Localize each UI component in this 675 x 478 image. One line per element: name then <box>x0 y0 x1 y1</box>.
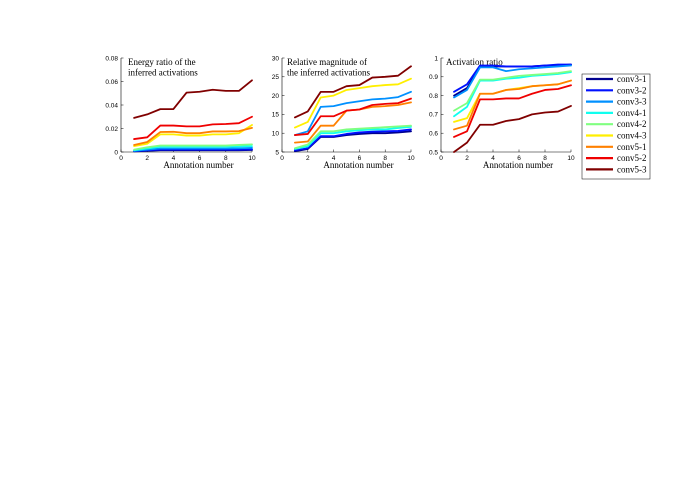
series-line-conv4-1 <box>133 145 253 152</box>
y-tick-label: 0 <box>114 149 118 156</box>
legend-box <box>581 73 651 180</box>
series-line-conv4-2 <box>133 143 253 151</box>
legend-label: conv3-3 <box>617 97 647 107</box>
y-tick-label: 20 <box>272 93 280 100</box>
x-tick-label: 10 <box>407 155 415 162</box>
series-line-conv5-1 <box>453 79 572 131</box>
x-tick-label: 4 <box>491 155 495 162</box>
x-tick-label: 8 <box>383 155 387 162</box>
y-tick-label: 10 <box>272 131 280 138</box>
series-line-conv5-1 <box>133 127 253 146</box>
series-line-conv4-3 <box>293 77 412 129</box>
x-tick-label: 6 <box>358 155 362 162</box>
y-tick-label: 0.9 <box>429 74 438 81</box>
legend-label: conv3-2 <box>617 85 647 95</box>
x-tick-label: 6 <box>517 155 521 162</box>
series-line-conv5-3 <box>293 65 412 119</box>
y-tick-label: 1 <box>434 55 438 62</box>
chart-title-line: Energy ratio of the <box>128 57 196 67</box>
x-tick-label: 6 <box>198 155 202 162</box>
chart-panel-2: 5 10 15 20 25 30 0 2 4 6 8 10 Annotation number Relat… <box>272 55 415 170</box>
series-line-conv3-3 <box>133 146 253 152</box>
x-tick-label: 2 <box>145 155 149 162</box>
series-line-conv3-3 <box>453 64 572 99</box>
x-axis-label: Annotation number <box>163 160 233 170</box>
series-line-conv4-1 <box>293 125 412 150</box>
series-line-conv5-2 <box>293 97 412 136</box>
y-tick-label: 0.6 <box>429 131 438 138</box>
chart-title-line: inferred activations <box>128 68 198 78</box>
y-tick-label: 0.02 <box>105 126 118 133</box>
x-tick-label: 8 <box>543 155 547 162</box>
series-line-conv5-3 <box>133 79 253 119</box>
legend-label: conv4-3 <box>617 131 647 141</box>
series-line-conv4-2 <box>453 70 572 112</box>
chart-title: Energy ratio of the inferred activations <box>128 57 198 78</box>
chart-title-line: Activation ratio <box>446 57 503 67</box>
series-line-conv3-3 <box>293 90 412 136</box>
x-tick-label: 4 <box>332 155 336 162</box>
series-line-conv3-2 <box>293 128 412 152</box>
x-tick-label: 0 <box>280 155 284 162</box>
series-line-conv5-2 <box>133 115 253 140</box>
x-tick-label: 2 <box>465 155 469 162</box>
y-tick-label: 0.04 <box>105 102 118 109</box>
y-tick-label: 0.7 <box>429 112 438 119</box>
legend-label: conv3-1 <box>617 74 647 84</box>
y-tick-label: 0.8 <box>429 93 438 100</box>
legend-label: conv4-1 <box>617 108 647 118</box>
x-axis-label: Annotation number <box>483 160 553 170</box>
y-tick-label: 30 <box>272 55 280 62</box>
y-tick-label: 0.5 <box>429 149 438 156</box>
legend-label: conv5-2 <box>617 153 647 163</box>
x-tick-label: 10 <box>248 155 256 162</box>
chart-panel-1: 0 0.02 0.04 0.06 0.08 0 2 4 6 8 10 Annotation numbe… <box>105 55 256 170</box>
y-tick-label: 0.08 <box>105 55 118 62</box>
series-line-conv3-1 <box>453 63 572 97</box>
x-axis-label: Annotation number <box>323 160 393 170</box>
y-tick-label: 15 <box>272 112 280 119</box>
chart-title-line: Relative magnitude of <box>287 57 367 67</box>
series-line-conv4-2 <box>293 124 412 150</box>
series-line-conv5-3 <box>453 105 572 153</box>
y-tick-label: 5 <box>275 149 279 156</box>
y-tick-label: 0.06 <box>105 79 118 86</box>
x-tick-label: 10 <box>567 155 575 162</box>
legend-label: conv4-2 <box>617 119 647 129</box>
chart-title-line: the inferred activations <box>287 68 370 78</box>
series-line-conv5-2 <box>453 84 572 138</box>
x-tick-label: 8 <box>224 155 228 162</box>
x-tick-label: 4 <box>172 155 176 162</box>
x-tick-label: 0 <box>439 155 443 162</box>
chart-title: Activation ratio <box>446 57 503 67</box>
x-tick-label: 2 <box>306 155 310 162</box>
series-line-conv4-1 <box>453 71 572 118</box>
series-line-conv3-2 <box>453 63 572 93</box>
y-tick-label: 25 <box>272 74 280 81</box>
x-tick-label: 0 <box>119 155 123 162</box>
legend-label: conv5-1 <box>617 142 647 152</box>
chart-title: Relative magnitude of the inferred activa… <box>287 57 370 78</box>
legend-label: conv5-3 <box>617 164 647 174</box>
series-line-conv4-3 <box>133 124 253 148</box>
